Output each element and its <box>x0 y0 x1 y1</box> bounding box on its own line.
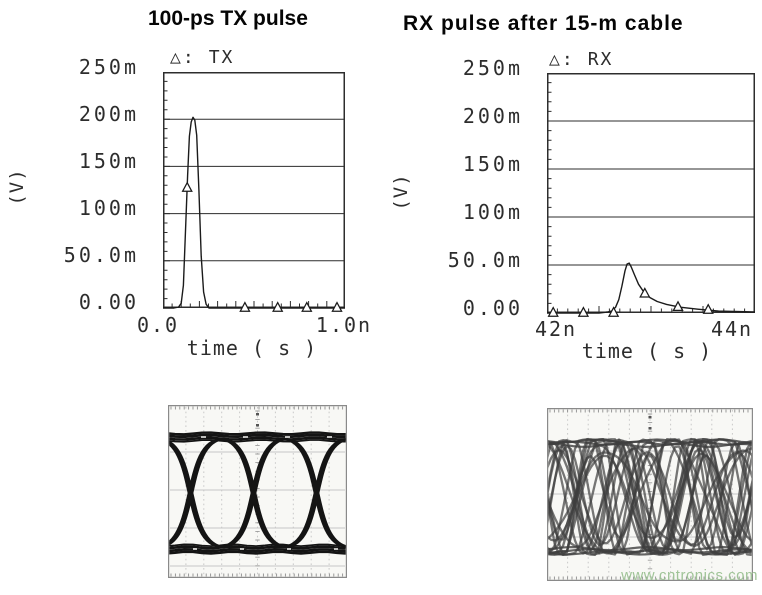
rx-y-tick-label: 0.00 <box>462 296 523 320</box>
tx-y-axis-unit-label: (V) <box>6 168 28 206</box>
rx-y-tick-label: 50.0m <box>447 248 523 272</box>
tx-y-tick-label: 200m <box>78 102 139 126</box>
tx-x-axis-label: time ( s ) <box>186 336 318 360</box>
tx-legend: △: TX <box>170 47 234 68</box>
rx-y-tick-label: 100m <box>462 200 523 224</box>
rx-y-tick-label: 200m <box>462 104 523 128</box>
triangle-marker-icon: △: <box>549 49 575 70</box>
rx-y-tick-label: 150m <box>462 152 523 176</box>
tx-x-tick-label: 1.0n <box>315 313 373 337</box>
watermark: www.cntronics.com <box>621 567 758 584</box>
rx-y-axis-unit-label: (V) <box>390 173 412 211</box>
rx-legend-label: RX <box>587 49 614 70</box>
rx-x-tick-label: 42n <box>534 317 578 341</box>
rx-x-axis-label: time ( s ) <box>581 339 713 363</box>
rx-eye-diagram <box>547 408 753 581</box>
tx-legend-label: TX <box>208 47 235 68</box>
tx-eye-diagram <box>168 405 347 578</box>
triangle-marker-icon: △: <box>170 47 196 68</box>
rx-legend: △: RX <box>549 49 613 70</box>
tx-y-tick-label: 250m <box>78 55 139 79</box>
tx-y-tick-label: 100m <box>78 196 139 220</box>
rx-chart-title: RX pulse after 15-m cable <box>403 12 684 35</box>
tx-y-tick-label: 0.00 <box>78 290 139 314</box>
rx-x-tick-label: 44n <box>710 317 754 341</box>
tx-x-tick-label: 0.0 <box>136 313 180 337</box>
tx-eye-scope-screen <box>168 405 347 578</box>
rx-eye-scope-screen <box>547 408 753 581</box>
rx-y-tick-label: 250m <box>462 56 523 80</box>
tx-y-tick-label: 150m <box>78 149 139 173</box>
tx-chart-title: 100-ps TX pulse <box>148 7 308 30</box>
rx-plot-area <box>547 73 756 317</box>
tx-y-tick-label: 50.0m <box>63 243 139 267</box>
tx-plot-area <box>163 72 345 312</box>
